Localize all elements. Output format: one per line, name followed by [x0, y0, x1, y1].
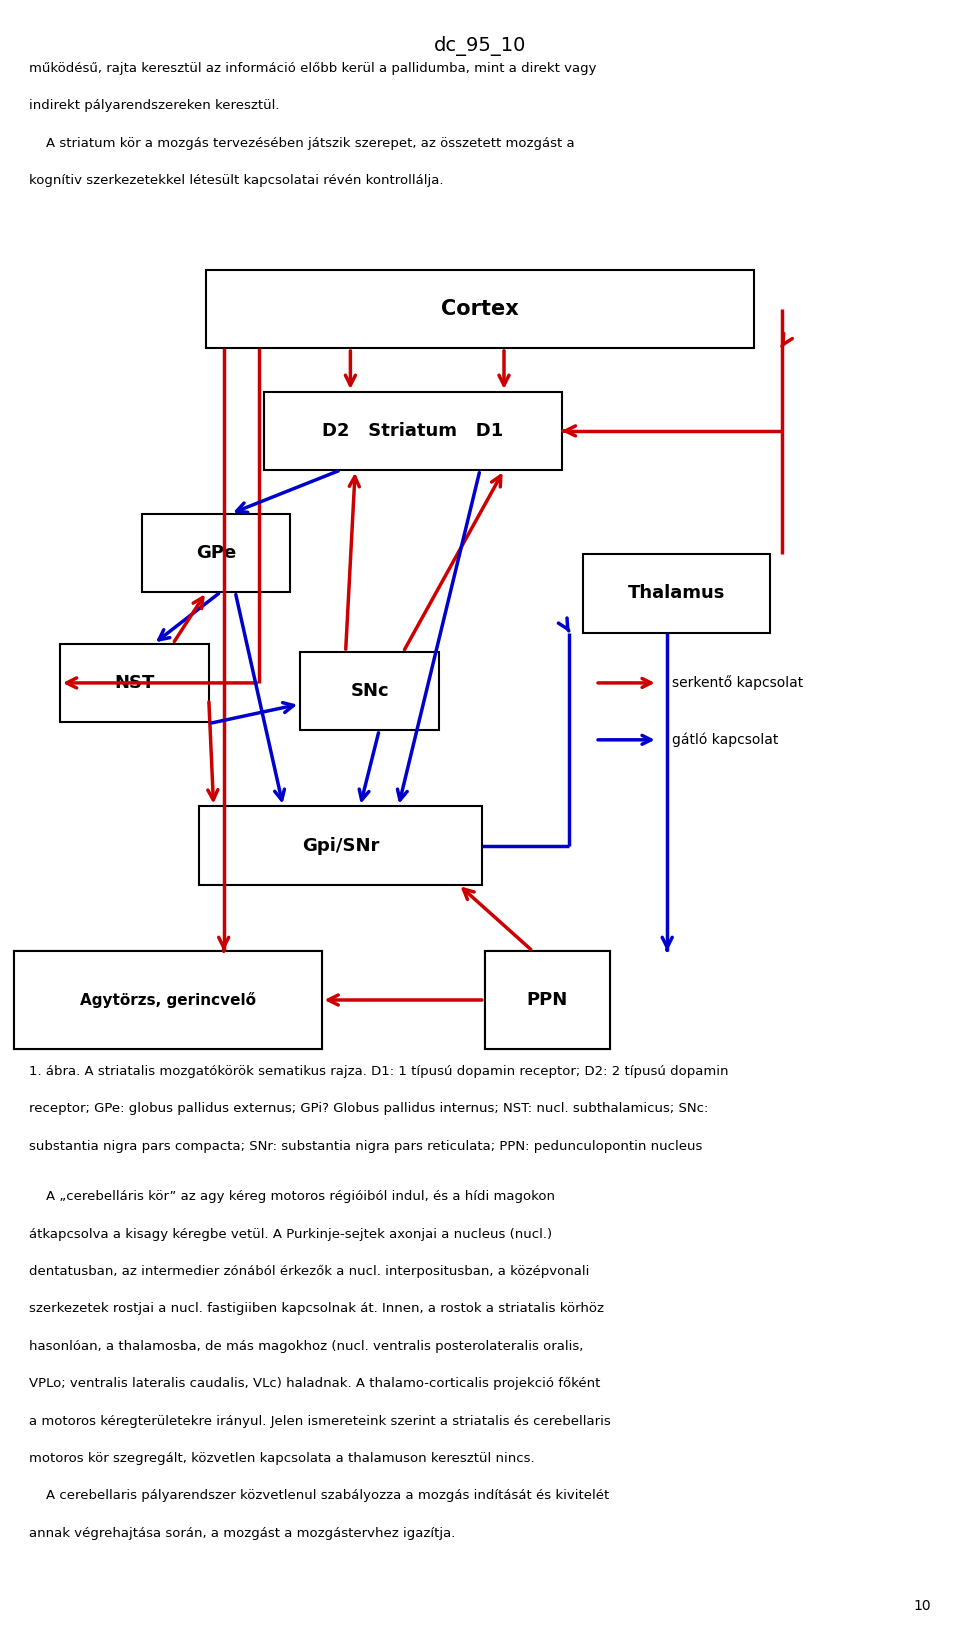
Text: dc_95_10: dc_95_10 — [434, 36, 526, 55]
Text: Agytörzs, gerincvelő: Agytörzs, gerincvelő — [80, 992, 256, 1008]
Text: szerkezetek rostjai a nucl. fastigiiben kapcsolnak át. Innen, a rostok a striata: szerkezetek rostjai a nucl. fastigiiben … — [29, 1302, 604, 1315]
Text: D2   Striatum   D1: D2 Striatum D1 — [323, 421, 503, 441]
Text: Thalamus: Thalamus — [628, 584, 726, 603]
Text: átkapcsolva a kisagy kéregbe vetül. A Purkinje-sejtek axonjai a nucleus (nucl.): átkapcsolva a kisagy kéregbe vetül. A Pu… — [29, 1228, 552, 1241]
FancyBboxPatch shape — [14, 951, 322, 1049]
FancyBboxPatch shape — [142, 514, 290, 592]
Text: PPN: PPN — [527, 990, 567, 1010]
Text: SNc: SNc — [350, 681, 389, 701]
Text: receptor; GPe: globus pallidus externus; GPi? Globus pallidus internus; NST: nuc: receptor; GPe: globus pallidus externus;… — [29, 1102, 708, 1115]
Text: Gpi/SNr: Gpi/SNr — [302, 836, 379, 855]
Text: gátló kapcsolat: gátló kapcsolat — [672, 733, 779, 746]
Text: VPLo; ventralis lateralis caudalis, VLc) haladnak. A thalamo-corticalis projekci: VPLo; ventralis lateralis caudalis, VLc)… — [29, 1377, 600, 1390]
FancyBboxPatch shape — [583, 554, 770, 633]
Text: annak végrehajtása során, a mozgást a mozgástervhez igazítja.: annak végrehajtása során, a mozgást a mo… — [29, 1527, 455, 1540]
FancyBboxPatch shape — [14, 951, 322, 1049]
FancyBboxPatch shape — [200, 806, 482, 885]
FancyBboxPatch shape — [300, 652, 440, 730]
Text: hasonlóan, a thalamosba, de más magokhoz (nucl. ventralis posterolateralis orali: hasonlóan, a thalamosba, de más magokhoz… — [29, 1340, 583, 1353]
Text: NST: NST — [114, 673, 155, 693]
Text: A „cerebelláris kör” az agy kéreg motoros régióiból indul, és a hídi magokon: A „cerebelláris kör” az agy kéreg motoro… — [29, 1190, 555, 1203]
FancyBboxPatch shape — [60, 644, 209, 722]
Text: kognítiv szerkezetekkel létesült kapcsolatai révén kontrollálja.: kognítiv szerkezetekkel létesült kapcsol… — [29, 174, 444, 187]
Text: serkentő kapcsolat: serkentő kapcsolat — [672, 675, 804, 691]
FancyBboxPatch shape — [264, 392, 562, 470]
FancyBboxPatch shape — [485, 951, 610, 1049]
Text: A cerebellaris pályarendszer közvetlenul szabályozza a mozgás indítását és kivit: A cerebellaris pályarendszer közvetlenul… — [29, 1489, 609, 1502]
Text: a motoros kéregterületekre irányul. Jelen ismereteink szerint a striatalis és ce: a motoros kéregterületekre irányul. Jele… — [29, 1415, 611, 1428]
Text: substantia nigra pars compacta; SNr: substantia nigra pars reticulata; PPN: pedu: substantia nigra pars compacta; SNr: sub… — [29, 1140, 702, 1153]
Text: 1. ábra. A striatalis mozgatókörök sematikus rajza. D1: 1 típusú dopamin recepto: 1. ábra. A striatalis mozgatókörök semat… — [29, 1065, 729, 1078]
Text: működésű, rajta keresztül az információ előbb kerül a pallidumba, mint a direkt : működésű, rajta keresztül az információ … — [29, 62, 596, 75]
FancyBboxPatch shape — [485, 951, 610, 1049]
Text: 10: 10 — [914, 1598, 931, 1613]
Text: Cortex: Cortex — [442, 299, 518, 319]
Text: motoros kör szegregált, közvetlen kapcsolata a thalamuson keresztül nincs.: motoros kör szegregált, közvetlen kapcso… — [29, 1452, 535, 1465]
Text: A striatum kör a mozgás tervezésében játszik szerepet, az összetett mozgást a: A striatum kör a mozgás tervezésében ját… — [29, 137, 574, 150]
Text: dentatusban, az intermedier zónából érkezők a nucl. interpositusban, a középvona: dentatusban, az intermedier zónából érke… — [29, 1265, 589, 1278]
FancyBboxPatch shape — [206, 270, 754, 348]
Text: GPe: GPe — [196, 543, 236, 563]
Text: indirekt pályarendszereken keresztül.: indirekt pályarendszereken keresztül. — [29, 99, 279, 112]
